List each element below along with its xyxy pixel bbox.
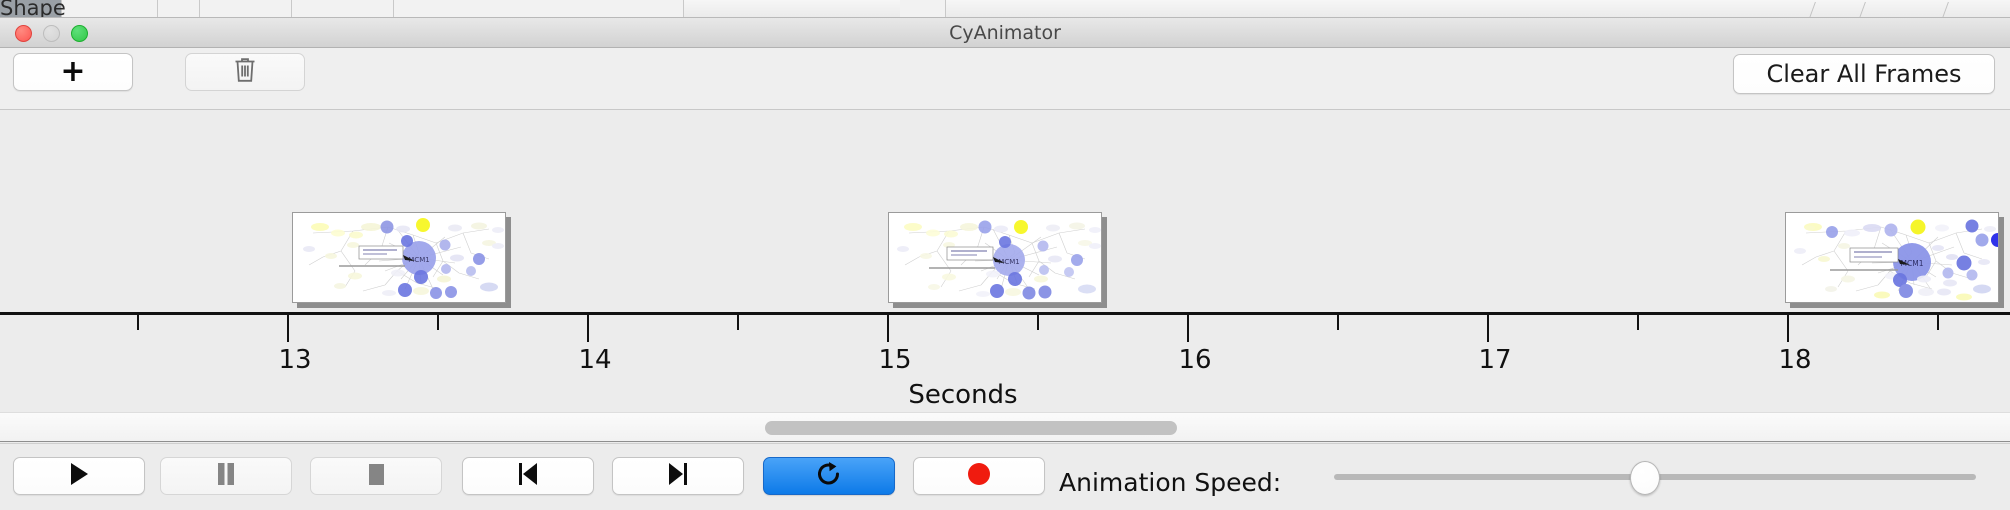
svg-text:MCM1: MCM1 <box>1901 259 1924 268</box>
record-button[interactable] <box>913 457 1045 495</box>
background-tab <box>900 0 946 17</box>
timeline-scrollbar[interactable] <box>0 412 2010 442</box>
pause-button[interactable] <box>160 457 292 495</box>
toolbar <box>0 48 2010 110</box>
add-frame-button[interactable]: + <box>13 53 133 91</box>
ruler-tick-minor <box>437 315 439 330</box>
background-tab <box>158 0 200 17</box>
background-tab <box>200 0 292 17</box>
ruler-tick-major <box>1187 315 1189 342</box>
ruler-tick-major <box>1787 315 1789 342</box>
timeline-frame[interactable]: MCM1 <box>292 212 511 308</box>
minimize-button[interactable] <box>43 25 60 42</box>
background-tab <box>62 0 158 17</box>
window-title: CyAnimator <box>949 22 1061 44</box>
delete-frame-button[interactable] <box>185 53 305 91</box>
frame-thumbnail: MCM1 <box>888 212 1102 303</box>
timeline-frame[interactable]: MCM1 <box>888 212 1107 308</box>
timeline-axis-label: Seconds <box>908 380 1018 410</box>
background-divider <box>1809 2 1816 17</box>
ruler-tick-major <box>287 315 289 342</box>
skip-to-end-icon <box>666 461 690 491</box>
ruler-tick-major <box>1487 315 1489 342</box>
timeline-ruler[interactable] <box>0 312 2010 315</box>
ruler-label: 13 <box>278 345 312 375</box>
ruler-label: 17 <box>1478 345 1512 375</box>
close-button[interactable] <box>15 25 32 42</box>
background-divider <box>1942 2 1949 17</box>
background-window-text: Shape <box>0 0 66 18</box>
trash-icon <box>233 56 257 88</box>
ruler-tick-minor <box>1937 315 1939 330</box>
background-tab <box>292 0 394 17</box>
background-divider <box>1859 2 1866 17</box>
stop-icon <box>365 461 387 491</box>
loop-icon <box>816 460 842 492</box>
background-tab <box>394 0 684 17</box>
stop-button[interactable] <box>310 457 442 495</box>
ruler-tick-minor <box>137 315 139 330</box>
play-button[interactable] <box>13 457 145 495</box>
network-graph-icon: MCM1 <box>303 218 504 299</box>
record-icon <box>966 461 992 491</box>
skip-to-start-button[interactable] <box>462 457 594 495</box>
network-graph-icon: MCM1 <box>897 220 1101 300</box>
ruler-tick-minor <box>1337 315 1339 330</box>
ruler-tick-minor <box>737 315 739 330</box>
title-bar[interactable]: CyAnimator <box>0 18 2010 48</box>
ruler-tick-major <box>587 315 589 342</box>
network-graph-icon: MCM1 <box>1794 219 1998 301</box>
play-icon <box>68 461 90 491</box>
background-tab <box>0 0 62 17</box>
clear-all-frames-button[interactable]: Clear All Frames <box>1733 54 1995 94</box>
ruler-tick-major <box>887 315 889 342</box>
svg-text:MCM1: MCM1 <box>998 258 1019 266</box>
skip-to-start-icon <box>516 461 540 491</box>
pause-icon <box>215 461 237 491</box>
animation-speed-label: Animation Speed: <box>1059 468 1282 497</box>
ruler-label: 18 <box>1778 345 1812 375</box>
animation-speed-slider-thumb[interactable] <box>1630 461 1660 495</box>
frame-thumbnail: MCM1 <box>1785 212 1999 303</box>
ruler-tick-minor <box>1637 315 1639 330</box>
frame-thumbnail: MCM1 <box>292 212 506 303</box>
ruler-label: 15 <box>878 345 912 375</box>
plus-icon: + <box>60 54 86 89</box>
timeline-scrollbar-thumb[interactable] <box>765 421 1177 435</box>
window-controls <box>15 25 88 42</box>
ruler-label: 14 <box>578 345 612 375</box>
timeline-frame[interactable]: MCM1 <box>1785 212 2004 308</box>
ruler-label: 16 <box>1178 345 1212 375</box>
skip-to-end-button[interactable] <box>612 457 744 495</box>
ruler-tick-minor <box>1037 315 1039 330</box>
background-window-strip: Shape <box>0 0 2010 18</box>
loop-button[interactable] <box>763 457 895 495</box>
zoom-button[interactable] <box>71 25 88 42</box>
svg-text:MCM1: MCM1 <box>408 256 429 264</box>
ruler-label: 2 <box>0 345 2 375</box>
